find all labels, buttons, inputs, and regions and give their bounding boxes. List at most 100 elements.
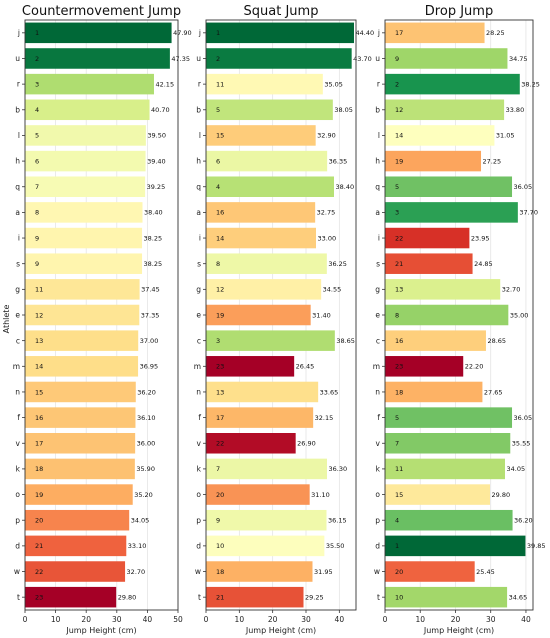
rank-label: 6: [35, 157, 39, 165]
x-tick-label: 10: [415, 615, 425, 624]
rank-label: 18: [395, 388, 403, 396]
rank-label: 6: [216, 157, 220, 165]
rank-label: 3: [216, 337, 220, 345]
bar-l: [25, 125, 146, 146]
y-tick-label: i: [378, 234, 380, 243]
y-tick-label: u: [196, 54, 201, 63]
bar-u: [206, 48, 352, 69]
value-label: 36.15: [328, 517, 347, 525]
y-tick-label: d: [375, 541, 380, 550]
rank-label: 21: [395, 260, 403, 268]
y-tick-label: d: [15, 541, 20, 550]
bar-m: [25, 356, 139, 377]
bar-g: [206, 279, 322, 300]
bar-a: [385, 202, 518, 223]
bar-n: [206, 381, 319, 403]
rank-label: 5: [395, 414, 399, 422]
bar-k: [25, 458, 135, 480]
value-label: 27.25: [483, 157, 502, 165]
bar-c: [25, 330, 139, 351]
rank-label: 8: [216, 260, 220, 268]
bar-f: [25, 407, 136, 428]
x-tick-label: 40: [143, 615, 153, 624]
bar-l: [206, 125, 316, 146]
x-tick-label: 30: [486, 615, 496, 624]
x-tick-label: 0: [383, 615, 388, 624]
rank-label: 9: [216, 517, 220, 525]
y-tick-label: g: [196, 285, 201, 294]
value-label: 29.25: [305, 593, 324, 601]
bar-v: [385, 433, 511, 454]
rank-label: 16: [35, 414, 43, 422]
x-tick-label: 0: [204, 615, 209, 624]
value-label: 33.00: [318, 234, 337, 242]
y-tick-label: w: [195, 567, 201, 576]
bar-d: [206, 535, 325, 557]
axes-frame: [384, 19, 534, 611]
value-label: 33.10: [128, 542, 147, 550]
rank-label: 17: [35, 440, 43, 448]
bar-e: [25, 304, 140, 326]
value-label: 29.80: [492, 491, 511, 499]
x-tick-label: 30: [112, 615, 122, 624]
rank-label: 13: [395, 286, 403, 294]
rank-label: 4: [216, 183, 220, 191]
rank-label: 22: [216, 440, 224, 448]
y-tick-label: c: [16, 336, 20, 345]
value-label: 35.90: [136, 465, 155, 473]
y-tick-label: p: [196, 516, 201, 525]
bar-f: [206, 407, 314, 428]
y-tick-label: s: [197, 259, 201, 268]
bar-d: [385, 535, 526, 557]
bar-s: [385, 253, 473, 274]
value-label: 37.45: [141, 286, 160, 294]
rank-label: 23: [216, 363, 224, 371]
rank-label: 5: [35, 132, 39, 140]
bar-h: [206, 150, 328, 172]
rank-label: 13: [216, 388, 224, 396]
rank-label: 9: [35, 234, 39, 242]
rank-label: 15: [395, 491, 403, 499]
bar-p: [25, 509, 130, 531]
value-label: 36.20: [137, 388, 156, 396]
value-label: 36.05: [514, 414, 533, 422]
rank-label: 1: [216, 29, 220, 37]
y-tick-label: t: [17, 593, 20, 602]
y-tick-label: l: [18, 131, 20, 140]
bar-h: [385, 150, 482, 172]
bar-q: [206, 176, 334, 197]
value-label: 47.35: [171, 55, 190, 63]
value-label: 36.10: [137, 414, 156, 422]
value-label: 26.90: [297, 440, 316, 448]
y-tick-label: b: [375, 105, 380, 114]
y-tick-label: g: [375, 285, 380, 294]
rank-label: 18: [35, 465, 43, 473]
y-tick-label: v: [197, 439, 202, 448]
bar-k: [206, 458, 327, 480]
rank-label: 23: [35, 593, 43, 601]
rank-label: 11: [216, 80, 224, 88]
y-tick-label: e: [375, 311, 380, 320]
bar-e: [385, 304, 509, 326]
rank-label: 9: [395, 55, 399, 63]
y-tick-label: m: [194, 362, 201, 371]
y-tick-label: k: [376, 465, 381, 474]
bar-i: [206, 227, 316, 249]
bar-s: [25, 253, 143, 274]
y-tick-label: e: [15, 311, 20, 320]
y-tick-label: l: [199, 131, 201, 140]
bar-e: [206, 304, 311, 326]
value-label: 33.80: [506, 106, 525, 114]
value-label: 35.20: [134, 491, 153, 499]
x-tick-label: 20: [81, 615, 91, 624]
bar-g: [385, 279, 501, 300]
rank-label: 22: [395, 234, 403, 242]
bar-j: [206, 22, 354, 44]
chart-title: Squat Jump: [244, 4, 319, 19]
bar-q: [25, 176, 146, 197]
x-tick-label: 40: [335, 615, 345, 624]
rank-label: 2: [395, 80, 399, 88]
y-tick-label: i: [199, 234, 201, 243]
bar-g: [25, 279, 140, 300]
bar-r: [385, 73, 520, 95]
